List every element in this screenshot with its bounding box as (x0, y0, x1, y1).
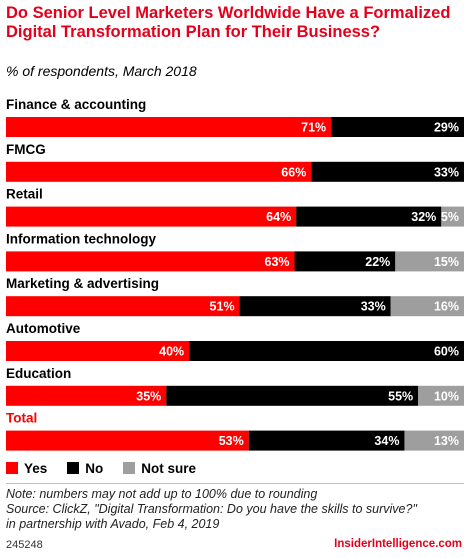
value-label-no-total: 34% (374, 434, 399, 448)
bar-no-marketing-and-advertising (239, 296, 391, 317)
value-label-not-sure-retail: 5% (441, 210, 459, 224)
value-label-no-fmcg: 33% (434, 165, 459, 179)
chart-title: Do Senior Level Marketers Worldwide Have… (6, 4, 451, 41)
legend-swatch-not-sure (123, 462, 136, 474)
category-label-information-technology: Information technology (6, 231, 156, 246)
value-label-no-marketing-and-advertising: 33% (361, 300, 386, 314)
brand-link[interactable]: InsiderIntelligence.com (334, 538, 462, 550)
value-label-not-sure-education: 10% (434, 389, 459, 403)
footer-divider (6, 483, 464, 484)
legend-item-yes: Yes (6, 461, 47, 476)
bar-yes-information-technology (6, 251, 295, 272)
value-label-yes-finance-and-accounting: 71% (301, 121, 326, 135)
category-label-retail: Retail (6, 187, 43, 202)
value-label-yes-automotive: 40% (159, 345, 184, 359)
source-line-2: in partnership with Avado, Feb 4, 2019 (6, 517, 220, 531)
source-line-1: Source: ClickZ, "Digital Transformation:… (6, 502, 417, 516)
value-label-yes-information-technology: 63% (265, 255, 290, 269)
bar-not-sure-marketing-and-advertising (390, 296, 464, 317)
chart-id: 245248 (6, 539, 43, 551)
bar-yes-marketing-and-advertising (6, 296, 240, 317)
legend-label-no: No (85, 460, 104, 476)
value-label-no-retail: 32% (411, 210, 436, 224)
bar-not-sure-total (404, 430, 464, 451)
category-label-education: Education (6, 366, 71, 381)
legend-label-yes: Yes (24, 460, 48, 476)
legend-item-no: No (67, 461, 103, 476)
legend-label-not-sure: Not sure (141, 460, 197, 476)
stacked-bar-chart: Finance & accounting 71% 29% FMCG 66% 33% Reta… (6, 97, 464, 451)
bar-yes-total (6, 430, 249, 451)
bar-yes-fmcg (6, 161, 312, 182)
legend-swatch-yes (6, 462, 18, 474)
value-label-not-sure-marketing-and-advertising: 16% (434, 300, 459, 314)
legend-item-not-sure: Not sure (123, 461, 196, 476)
value-label-not-sure-information-technology: 15% (434, 255, 459, 269)
bar-yes-retail (6, 206, 297, 227)
value-label-no-automotive: 60% (434, 345, 459, 359)
bar-no-retail (296, 206, 442, 227)
category-label-automotive: Automotive (6, 321, 81, 336)
footer-note: Note: numbers may not add up to 100% due… (6, 487, 464, 532)
bar-not-sure-information-technology (395, 251, 464, 272)
bar-yes-education (6, 385, 167, 406)
legend-swatch-no (67, 462, 80, 474)
bar-no-fmcg (311, 161, 464, 182)
value-label-yes-retail: 64% (266, 210, 291, 224)
bar-no-total (248, 430, 405, 451)
value-label-not-sure-total: 13% (434, 434, 459, 448)
bar-not-sure-education (418, 385, 464, 406)
category-label-fmcg: FMCG (6, 142, 46, 157)
category-label-finance-and-accounting: Finance & accounting (6, 97, 146, 112)
bar-yes-automotive (6, 341, 190, 361)
value-label-no-education: 55% (388, 389, 413, 403)
value-label-yes-total: 53% (219, 434, 244, 448)
bar-no-automotive (189, 341, 464, 361)
value-label-yes-fmcg: 66% (281, 165, 306, 179)
value-label-no-information-technology: 22% (365, 255, 390, 269)
category-label-marketing-and-advertising: Marketing & advertising (6, 276, 159, 291)
bar-no-education (166, 385, 419, 406)
bar-no-finance-and-accounting (331, 117, 464, 137)
value-label-no-finance-and-accounting: 29% (434, 121, 459, 135)
value-label-yes-marketing-and-advertising: 51% (210, 300, 235, 314)
bar-not-sure-retail (441, 206, 464, 227)
bar-no-information-technology (294, 251, 396, 272)
rounding-note: Note: numbers may not add up to 100% due… (6, 487, 318, 501)
category-label-total: Total (6, 411, 37, 426)
legend: Yes No Not sure (6, 458, 216, 478)
bar-yes-finance-and-accounting (6, 117, 332, 137)
chart-subtitle: % of respondents, March 2018 (6, 63, 197, 79)
value-label-yes-education: 35% (136, 389, 161, 403)
